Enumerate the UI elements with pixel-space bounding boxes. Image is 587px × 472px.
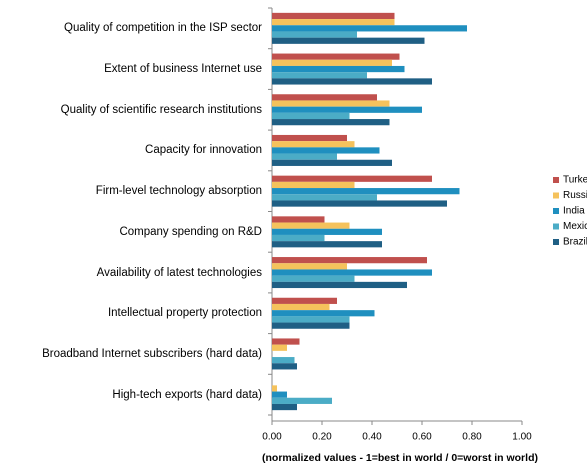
bar	[272, 147, 380, 154]
bar	[272, 19, 395, 26]
category-label: Capacity for innovation	[145, 144, 262, 157]
x-tick-label: 0.20	[312, 432, 332, 443]
bar	[272, 391, 287, 398]
category-label: Extent of business Internet use	[104, 63, 262, 76]
bar	[272, 194, 377, 201]
bar	[272, 316, 350, 323]
category-label-box: High-tech exports (hard data)	[12, 374, 262, 415]
bar	[272, 263, 347, 270]
category-label: Broadband Internet subscribers (hard dat…	[42, 347, 262, 360]
bar	[272, 25, 467, 32]
category-label-box: Company spending on R&D	[12, 212, 262, 253]
bar	[272, 175, 432, 182]
bar	[272, 112, 350, 120]
category-label: Firm-level technology absorption	[95, 185, 262, 198]
category-label-box: Broadband Internet subscribers (hard dat…	[12, 334, 262, 375]
legend-swatch	[553, 177, 559, 183]
bar	[272, 297, 337, 304]
x-tick-label: 0.60	[412, 432, 432, 443]
legend-swatch	[553, 239, 559, 245]
bar	[272, 53, 400, 60]
bar	[272, 257, 427, 264]
legend-label: Turkey	[563, 175, 587, 186]
x-axis-label: (normalized values - 1=best in world / 0…	[262, 452, 538, 464]
bar	[272, 222, 350, 229]
bar	[272, 37, 425, 44]
bar	[272, 322, 350, 329]
legend-label: Brazil	[563, 237, 587, 248]
category-label: Intellectual property protection	[107, 307, 262, 320]
category-label-box: Quality of competition in the ISP sector	[12, 8, 262, 49]
category-label-box: Intellectual property protection	[12, 293, 262, 334]
bar	[272, 234, 325, 242]
bar	[272, 141, 355, 148]
legend-label: Russia	[563, 190, 587, 201]
bar	[272, 310, 375, 317]
bar	[272, 228, 382, 235]
category-label-box: Capacity for innovation	[12, 130, 262, 171]
category-label: Company spending on R&D	[119, 225, 262, 238]
bar	[272, 188, 460, 195]
category-label-box: Firm-level technology absorption	[12, 171, 262, 212]
category-label: Availability of latest technologies	[96, 266, 262, 279]
category-label: Quality of scientific research instituti…	[60, 103, 262, 116]
bar	[272, 119, 390, 126]
bar	[272, 357, 295, 364]
legend-label: Mexico	[563, 221, 587, 232]
bar	[272, 338, 300, 345]
bar	[272, 181, 355, 189]
bar	[272, 153, 337, 160]
bar	[272, 100, 390, 107]
bar	[272, 12, 395, 20]
bar	[272, 397, 332, 404]
bar	[272, 403, 297, 411]
bar	[272, 59, 392, 66]
x-tick-label: 0.40	[362, 432, 382, 443]
bar	[272, 269, 432, 276]
x-tick-label: 0.80	[462, 432, 482, 443]
bar	[272, 216, 325, 223]
bar	[272, 303, 330, 311]
legend-label: India	[563, 206, 585, 217]
bar	[272, 159, 392, 166]
bar	[272, 344, 287, 351]
bar	[272, 65, 405, 73]
category-label-box: Availability of latest technologies	[12, 252, 262, 293]
category-label-box: Quality of scientific research instituti…	[12, 89, 262, 130]
legend-swatch	[553, 223, 559, 230]
category-label: High-tech exports (hard data)	[112, 388, 262, 401]
bar	[272, 275, 355, 282]
bar	[272, 200, 447, 207]
bar	[272, 78, 432, 85]
bar	[272, 72, 367, 79]
bar	[272, 363, 297, 370]
bar	[272, 281, 407, 289]
bar	[272, 385, 277, 392]
bar	[272, 106, 422, 113]
bar	[272, 134, 347, 142]
category-label-box: Extent of business Internet use	[12, 49, 262, 90]
bar	[272, 94, 377, 101]
legend-swatch	[553, 208, 559, 214]
legend-swatch	[553, 192, 559, 199]
category-label: Quality of competition in the ISP sector	[64, 22, 262, 35]
bar	[272, 241, 382, 248]
x-tick-label: 1.00	[512, 432, 532, 443]
x-tick-label: 0.00	[262, 432, 282, 443]
bar	[272, 31, 357, 38]
